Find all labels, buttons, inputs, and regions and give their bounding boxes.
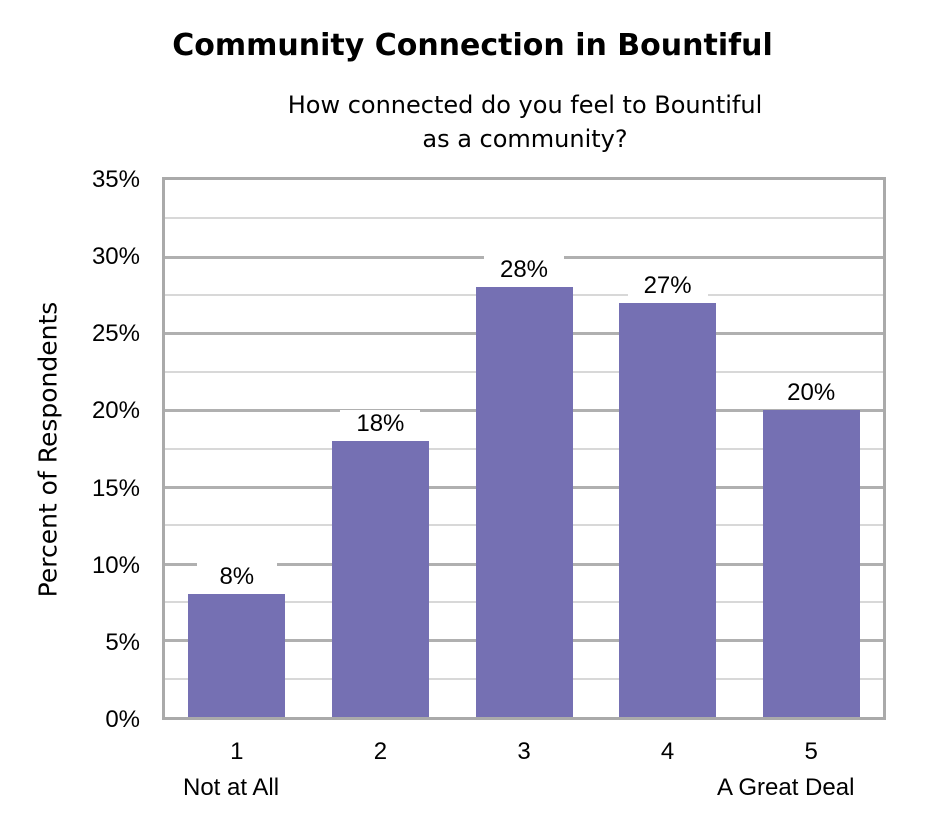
data-label: 28% — [484, 256, 564, 285]
bar — [188, 594, 286, 717]
gridline — [165, 217, 883, 220]
y-tick-label: 15% — [91, 474, 140, 502]
x-tick-label: 2 — [373, 738, 388, 765]
y-tick-label: 10% — [91, 551, 140, 579]
x-tick-label: 3 — [517, 738, 531, 765]
chart-title: Community Connection in Bountiful — [172, 28, 773, 63]
bar — [619, 302, 717, 717]
data-label: 20% — [771, 379, 852, 408]
x-sublabel-first: Not at All — [183, 774, 280, 801]
x-tick-label: 4 — [660, 738, 675, 765]
data-label: 18% — [340, 409, 421, 438]
chart-subtitle: How connected do you feel to Bountiful a… — [175, 88, 875, 156]
y-tick-label: 0% — [105, 706, 140, 733]
bar — [762, 410, 860, 717]
y-axis-label: Percent of Respondents — [33, 301, 63, 598]
subtitle-line-1: How connected do you feel to Bountiful — [287, 91, 763, 119]
x-tick-label: 1 — [230, 738, 244, 765]
plot-area: 8% 18% 28% 27% 20% — [162, 177, 886, 720]
bar — [331, 440, 429, 717]
subtitle-line-2: as a community? — [422, 125, 628, 153]
bar — [475, 287, 573, 717]
y-tick-label: 5% — [105, 628, 140, 656]
y-tick-label: 25% — [91, 320, 140, 348]
y-tick-label: 20% — [91, 397, 140, 425]
x-sublabel-last: A Great Deal — [717, 774, 855, 801]
y-tick-label: 30% — [91, 243, 140, 271]
data-label: 8% — [196, 563, 277, 592]
data-label: 27% — [627, 271, 708, 300]
y-tick-label: 35% — [91, 166, 140, 193]
x-tick-label: 5 — [804, 738, 818, 765]
